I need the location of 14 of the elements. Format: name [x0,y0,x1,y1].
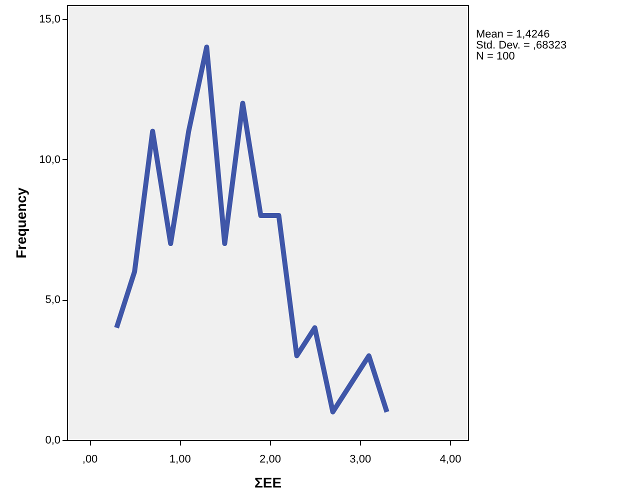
x-tick-label: 1,00 [169,454,191,466]
text: Mean = 1,4246 [476,28,550,40]
y-axis-title: Frequency [13,187,30,258]
y-tick-label: 15,0 [39,14,60,26]
y-tick-label: 0,0 [45,434,60,446]
text: N = 100 [476,50,515,62]
x-tick-label: 4,00 [440,454,462,466]
x-axis-title: ΣEE [254,474,282,490]
text: Std. Dev. = ,68323 [476,40,567,52]
y-tick-label: 5,0 [45,294,60,306]
x-tick-label: ,00 [82,454,98,466]
x-tick-label: 3,00 [350,454,372,466]
x-tick-label: 2,00 [260,454,281,466]
y-tick-label: 10,0 [39,154,60,166]
